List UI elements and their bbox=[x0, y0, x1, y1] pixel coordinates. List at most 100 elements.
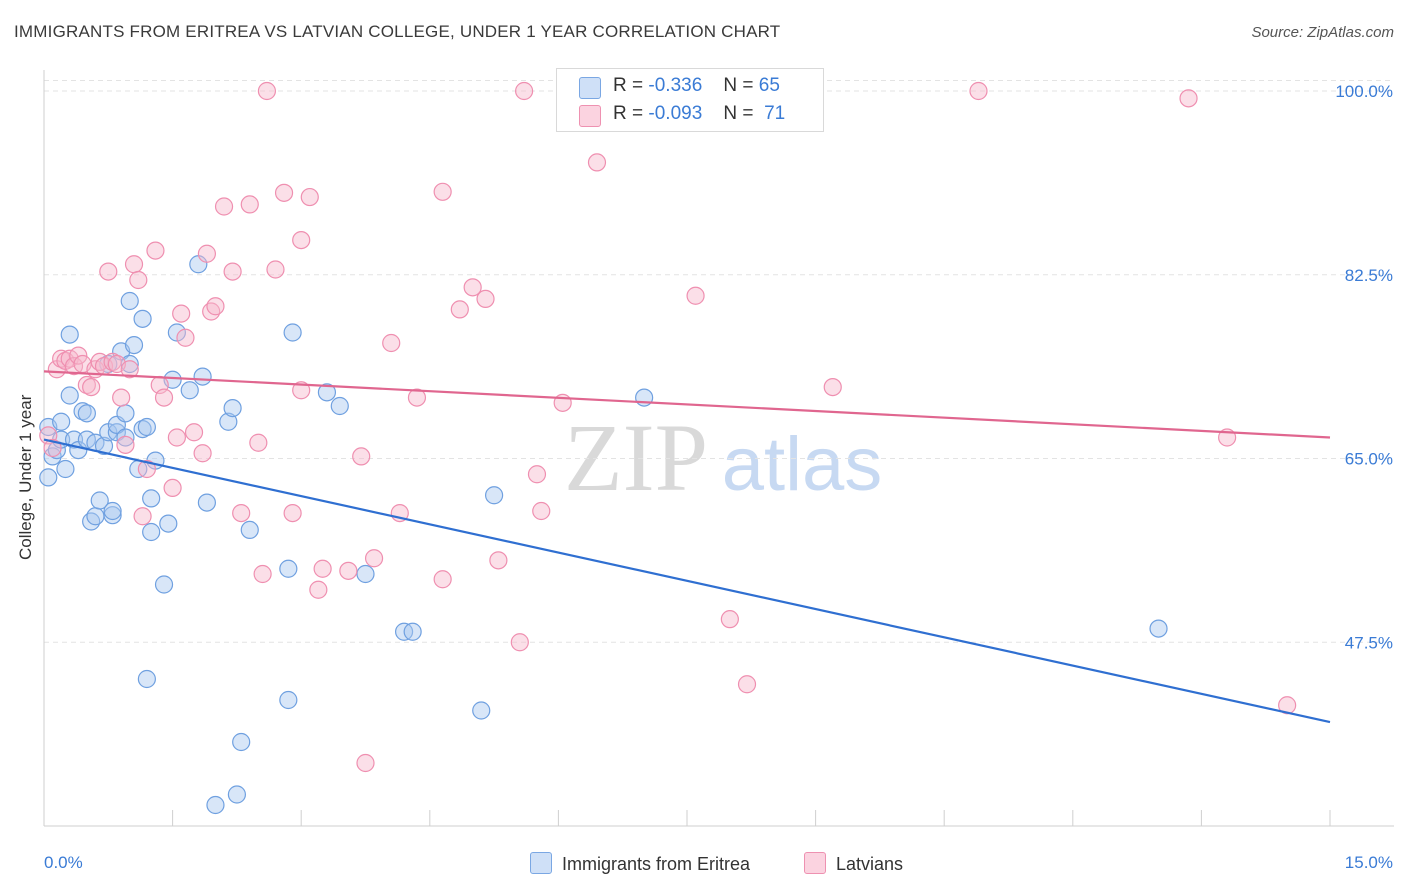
latvian-point bbox=[172, 304, 191, 323]
legend-item-latvians: Latvians bbox=[804, 852, 903, 875]
latvian-point bbox=[257, 81, 277, 101]
eritrea-point bbox=[103, 506, 122, 525]
latvian-point bbox=[240, 195, 259, 214]
eritrea-point bbox=[116, 428, 135, 447]
stats-legend: R = -0.336 N = 65 R = -0.093 N = 71 bbox=[556, 68, 824, 132]
latvian-point bbox=[382, 333, 401, 353]
watermark-zip: ZIP bbox=[564, 404, 708, 511]
eritrea-point bbox=[154, 575, 174, 594]
latvian-point bbox=[407, 388, 427, 407]
latvian-point bbox=[532, 501, 551, 521]
legend-n-value: 65 bbox=[758, 75, 780, 96]
eritrea-point bbox=[107, 423, 126, 442]
eritrea-point bbox=[223, 399, 242, 418]
eritrea-point bbox=[167, 323, 186, 342]
latvian-point bbox=[823, 378, 842, 397]
latvian-point bbox=[266, 260, 285, 279]
legend-n-value: 71 bbox=[764, 103, 786, 124]
eritrea-point bbox=[120, 291, 139, 311]
eritrea-point bbox=[64, 430, 84, 449]
eritrea-point bbox=[90, 491, 109, 510]
legend-n-label: N = bbox=[723, 75, 754, 96]
eritrea-point bbox=[142, 522, 161, 542]
eritrea-point bbox=[206, 795, 225, 815]
eritrea-point bbox=[60, 386, 79, 405]
trend-lines bbox=[43, 370, 1331, 724]
latvian-point bbox=[43, 438, 62, 458]
latvian-point bbox=[292, 381, 311, 400]
legend-r-value: -0.336 bbox=[648, 75, 703, 96]
eritrea-point bbox=[86, 507, 105, 526]
legend-swatch-latvians bbox=[804, 852, 826, 874]
latvian-point bbox=[69, 346, 88, 365]
legend-n-label: N = bbox=[723, 103, 754, 124]
eritrea-point bbox=[77, 404, 96, 423]
legend-item-eritrea: Immigrants from Eritrea bbox=[530, 852, 750, 875]
latvian-point bbox=[253, 564, 272, 584]
latvian-point bbox=[112, 388, 131, 407]
latvian-point bbox=[197, 244, 216, 263]
y-tick-label: 47.5% bbox=[1345, 633, 1393, 652]
latvian-point bbox=[184, 423, 204, 442]
grid-lines bbox=[44, 80, 1394, 643]
eritrea-point bbox=[1149, 619, 1168, 638]
eritrea-point bbox=[193, 367, 212, 386]
latvian-point bbox=[223, 262, 242, 281]
latvian-point bbox=[356, 753, 375, 773]
latvian-point bbox=[163, 478, 182, 497]
legend-swatch-latvians bbox=[579, 105, 601, 127]
eritrea-point bbox=[403, 622, 422, 641]
eritrea-point bbox=[485, 486, 504, 505]
x-tick-label: 15.0% bbox=[1345, 853, 1393, 872]
eritrea-point bbox=[124, 336, 144, 355]
latvian-point bbox=[292, 231, 311, 250]
latvian-point bbox=[137, 459, 156, 479]
latvian-point bbox=[146, 241, 165, 260]
latvian-point bbox=[300, 187, 319, 207]
legend-swatch-eritrea bbox=[579, 77, 601, 99]
eritrea-point bbox=[60, 325, 79, 344]
latvian-point bbox=[193, 444, 212, 463]
latvian-point bbox=[433, 570, 452, 589]
eritrea-point bbox=[232, 732, 251, 752]
latvian-point bbox=[515, 81, 534, 101]
latvian-point bbox=[352, 447, 371, 466]
latvian-point bbox=[364, 549, 384, 568]
latvian-point bbox=[969, 81, 988, 101]
latvian-point bbox=[463, 278, 482, 297]
eritrea-point bbox=[283, 323, 302, 342]
latvian-point bbox=[120, 360, 139, 379]
latvian-point bbox=[99, 262, 118, 281]
eritrea-point bbox=[142, 489, 161, 508]
eritrea-point bbox=[197, 493, 216, 512]
legend-label-eritrea: Immigrants from Eritrea bbox=[562, 854, 751, 874]
eritrea-point bbox=[317, 383, 337, 402]
latvian-point bbox=[450, 300, 469, 319]
eritrea-point bbox=[137, 669, 156, 689]
eritrea-point bbox=[472, 701, 491, 720]
latvian-point bbox=[313, 559, 332, 578]
chart-title: IMMIGRANTS FROM ERITREA VS LATVIAN COLLE… bbox=[14, 22, 781, 41]
eritrea-point bbox=[133, 309, 152, 328]
eritrea-point bbox=[180, 381, 199, 400]
legend-r-label: R = bbox=[613, 75, 644, 96]
latvian-trend-line bbox=[43, 370, 1331, 439]
latvian-point bbox=[274, 183, 294, 202]
chart-source: Source: ZipAtlas.com bbox=[1251, 24, 1394, 41]
eritrea-point bbox=[116, 404, 135, 423]
eritrea-point bbox=[159, 514, 178, 533]
latvian-point bbox=[124, 255, 144, 274]
latvian-point bbox=[176, 328, 195, 347]
latvian-point bbox=[433, 182, 452, 201]
eritrea-point bbox=[227, 785, 246, 804]
latvian-point bbox=[309, 580, 328, 599]
latvian-point bbox=[510, 633, 529, 652]
latvian-point bbox=[167, 428, 186, 447]
latvian-point bbox=[489, 551, 508, 570]
latvian-point bbox=[133, 507, 152, 526]
latvian-point bbox=[82, 378, 101, 397]
y-tick-label: 65.0% bbox=[1345, 450, 1393, 469]
eritrea-point bbox=[39, 468, 58, 487]
eritrea-point bbox=[103, 501, 122, 521]
eritrea-point bbox=[240, 520, 259, 540]
